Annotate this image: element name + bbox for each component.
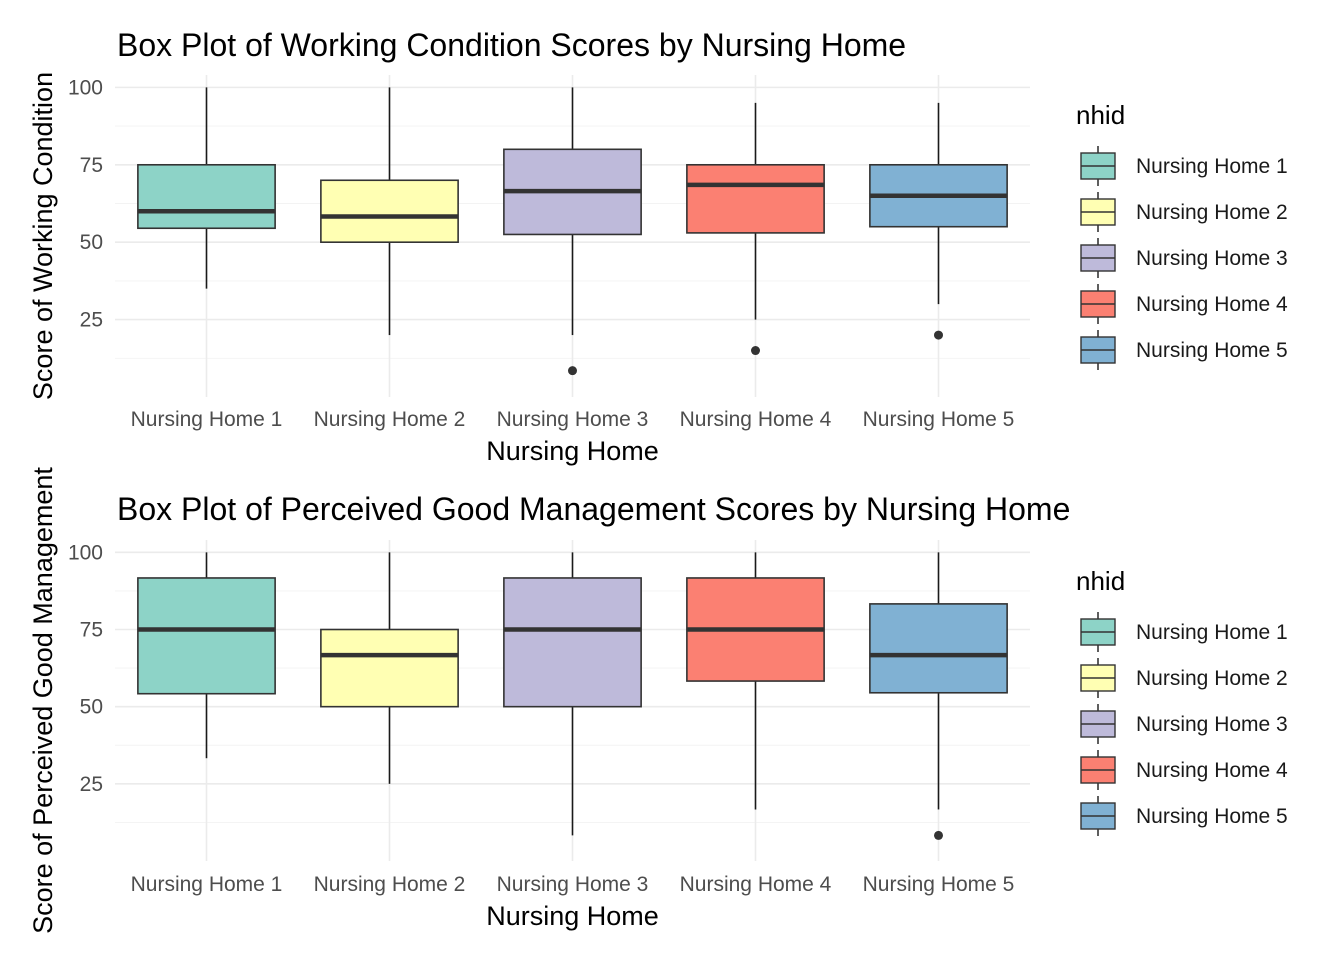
panel-working-condition: 25 50 75 100 Nursing Home 1 Nursing Home 2 Nur… xyxy=(28,27,1288,466)
outlier-point xyxy=(751,346,760,356)
legend-item-4: Nursing Home 4 xyxy=(1080,750,1288,790)
x-tick-label: Nursing Home 2 xyxy=(314,873,466,896)
legend-label: Nursing Home 1 xyxy=(1136,155,1288,178)
legend-label: Nursing Home 4 xyxy=(1136,759,1288,782)
outlier-point xyxy=(934,830,943,840)
box-5 xyxy=(869,102,1008,340)
box-4 xyxy=(686,552,825,810)
box-4 xyxy=(686,102,825,356)
x-axis-title: Nursing Home xyxy=(486,901,659,931)
legend-title: nhid xyxy=(1076,566,1125,596)
x-axis-title: Nursing Home xyxy=(486,436,659,466)
legend-label: Nursing Home 5 xyxy=(1136,805,1288,828)
x-tick-label: Nursing Home 4 xyxy=(680,873,832,896)
chart-title: Box Plot of Perceived Good Management Sc… xyxy=(117,491,1070,527)
box-iqr xyxy=(137,163,276,230)
legend-item-4: Nursing Home 4 xyxy=(1080,284,1288,324)
y-tick-label: 100 xyxy=(68,76,103,99)
box-2 xyxy=(320,87,459,336)
legend-item-5: Nursing Home 5 xyxy=(1080,330,1288,370)
box-iqr xyxy=(503,577,642,708)
box-iqr xyxy=(686,163,825,234)
x-tick-label: Nursing Home 5 xyxy=(863,408,1015,431)
x-tick-label: Nursing Home 4 xyxy=(680,408,832,431)
box-iqr xyxy=(869,603,1008,694)
legend-label: Nursing Home 3 xyxy=(1136,713,1288,736)
legend-item-3: Nursing Home 3 xyxy=(1080,238,1288,278)
legend-item-2: Nursing Home 2 xyxy=(1080,192,1288,232)
box-1 xyxy=(137,552,276,759)
x-tick-label: Nursing Home 3 xyxy=(497,408,649,431)
legend-item-1: Nursing Home 1 xyxy=(1080,146,1288,186)
legend-label: Nursing Home 3 xyxy=(1136,247,1288,270)
box-iqr xyxy=(320,179,459,243)
y-tick-label: 25 xyxy=(80,773,103,796)
box-3 xyxy=(503,87,642,376)
x-tick-label: Nursing Home 5 xyxy=(863,873,1015,896)
y-axis-title: Score of Perceived Good Management xyxy=(28,467,58,934)
x-tick-label: Nursing Home 1 xyxy=(131,408,283,431)
y-tick-label: 100 xyxy=(68,541,103,564)
x-tick-label: Nursing Home 3 xyxy=(497,873,649,896)
legend: nhid Nursing Home 1 Nursing Home 2 Nursing … xyxy=(1076,100,1288,370)
legend-title: nhid xyxy=(1076,100,1125,130)
box-5 xyxy=(869,552,1008,840)
y-axis-title: Score of Working Condition xyxy=(28,72,58,400)
chart-title: Box Plot of Working Condition Scores by … xyxy=(117,27,906,63)
legend-label: Nursing Home 5 xyxy=(1136,339,1288,362)
outlier-point xyxy=(568,366,577,376)
y-tick-label: 75 xyxy=(80,154,103,177)
x-tick-label: Nursing Home 1 xyxy=(131,873,283,896)
box-iqr xyxy=(320,628,459,708)
panel-good-management: 25 50 75 100 Nursing Home 1 Nursing Home 2 Nur… xyxy=(28,467,1288,934)
box-3 xyxy=(503,552,642,836)
box-2 xyxy=(320,552,459,784)
y-tick-label: 25 xyxy=(80,309,103,332)
x-tick-label: Nursing Home 2 xyxy=(314,408,466,431)
legend-label: Nursing Home 2 xyxy=(1136,201,1288,224)
legend-item-1: Nursing Home 1 xyxy=(1080,612,1288,652)
legend-item-2: Nursing Home 2 xyxy=(1080,658,1288,698)
box-1 xyxy=(137,87,276,289)
legend-label: Nursing Home 2 xyxy=(1136,667,1288,690)
legend-item-5: Nursing Home 5 xyxy=(1080,796,1288,836)
legend-label: Nursing Home 4 xyxy=(1136,293,1288,316)
legend: nhid Nursing Home 1 Nursing Home 2 Nursing … xyxy=(1076,566,1288,836)
legend-label: Nursing Home 1 xyxy=(1136,621,1288,644)
legend-item-3: Nursing Home 3 xyxy=(1080,704,1288,744)
box-iqr xyxy=(137,577,276,695)
y-tick-label: 50 xyxy=(80,231,103,254)
y-tick-label: 75 xyxy=(80,619,103,642)
y-tick-label: 50 xyxy=(80,696,103,719)
outlier-point xyxy=(934,330,943,340)
